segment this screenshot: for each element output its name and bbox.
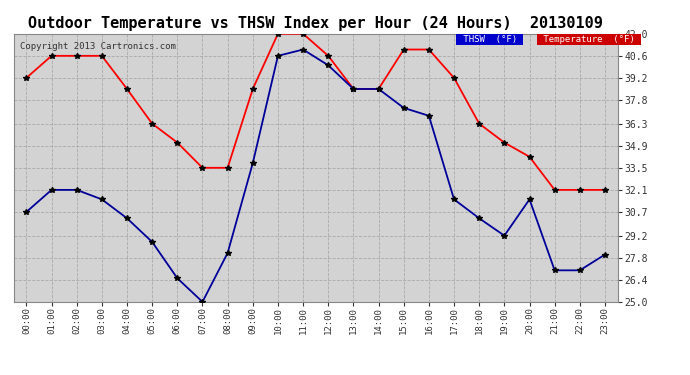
Text: Copyright 2013 Cartronics.com: Copyright 2013 Cartronics.com (20, 42, 176, 51)
Text: THSW  (°F): THSW (°F) (457, 35, 522, 44)
Title: Outdoor Temperature vs THSW Index per Hour (24 Hours)  20130109: Outdoor Temperature vs THSW Index per Ho… (28, 16, 603, 31)
Text: Temperature  (°F): Temperature (°F) (538, 35, 640, 44)
